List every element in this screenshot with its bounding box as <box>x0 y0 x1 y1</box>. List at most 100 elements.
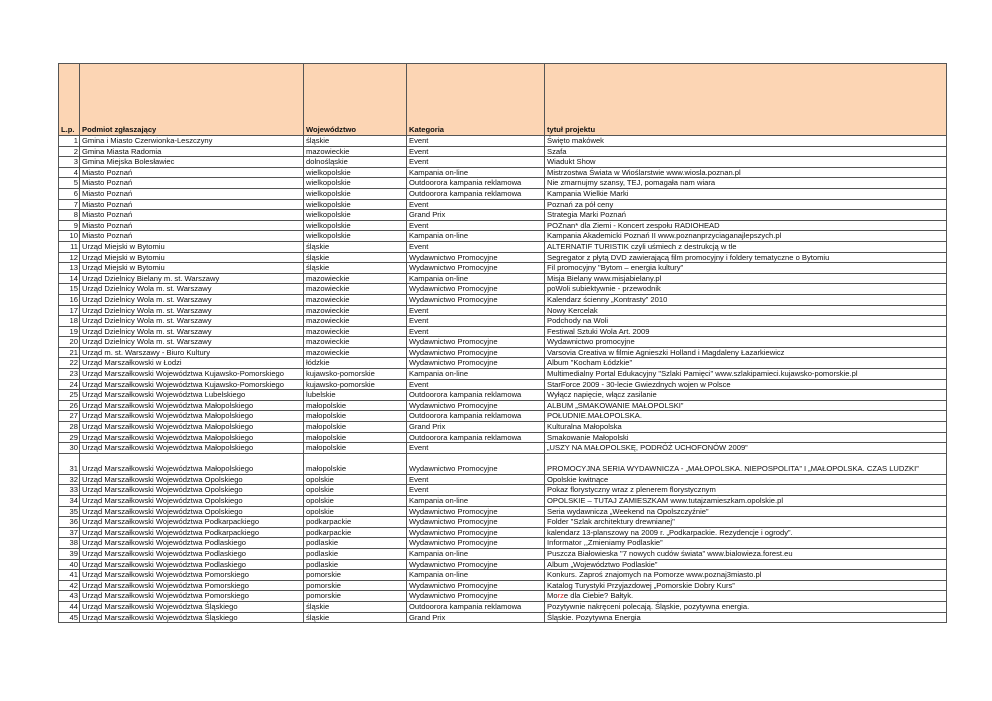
cell-tytul: Nie zmarnujmy szansy, TEJ, pomagała nam … <box>544 177 947 189</box>
table-row: 8 Miasto Poznań wielkopolskie Grand Prix Str… <box>58 209 947 221</box>
cell-lp: 10 <box>58 230 80 242</box>
cell-wojewodztwo: opolskie <box>303 484 407 496</box>
cell-tytul: Nowy Kercelak <box>544 304 947 317</box>
cell-lp: 45 <box>58 611 80 624</box>
cell-kategoria: Event <box>406 325 545 338</box>
table-row: 19 Urząd Dzielnicy Wola m. st. Warszawy ma… <box>58 325 947 338</box>
table-row: 27 Urząd Marszałkowski Województwa Małopo… <box>58 410 947 423</box>
cell-kategoria: Event <box>406 219 545 232</box>
cell-wojewodztwo: opolskie <box>303 473 407 486</box>
cell-wojewodztwo: małopolskie <box>303 431 407 444</box>
cell-podmiot: Urząd Marszałkowski Województwa Opolskie… <box>79 484 304 496</box>
cell-lp: 42 <box>58 579 80 592</box>
cell-podmiot: Urząd Dzielnicy Wola m. st. Warszawy <box>79 293 304 306</box>
cell-lp: 39 <box>58 547 80 560</box>
table-row: 44 Urząd Marszałkowski Województwa Śląski… <box>58 600 947 613</box>
cell-lp: 30 <box>58 442 80 454</box>
cell-kategoria: Wydawnictwo Promocyjne <box>406 251 545 264</box>
cell-wojewodztwo: śląskie <box>303 600 407 613</box>
table-row: 17 Urząd Dzielnicy Wola m. st. Warszawy ma… <box>58 304 947 317</box>
cell-wojewodztwo: pomorskie <box>303 569 407 581</box>
table-row: 41 Urząd Marszałkowski Województwa Pomors… <box>58 569 947 581</box>
cell-tytul: Kampania Wielkie Marki <box>544 187 947 200</box>
cell-podmiot: Urząd Marszałkowski w Łodzi <box>79 357 304 370</box>
cell-wojewodztwo: podlaskie <box>303 537 407 549</box>
cell-podmiot: Urząd Marszałkowski Województwa Małopols… <box>79 452 304 475</box>
cell-wojewodztwo: małopolskie <box>303 410 407 423</box>
header-lp: L.p. <box>58 63 80 136</box>
cell-kategoria: Wydawnictwo Promocyjne <box>406 346 545 359</box>
cell-wojewodztwo: wielkopolskie <box>303 230 407 242</box>
table-row: 7 Miasto Poznań wielkopolskie Event Poznań z… <box>58 198 947 211</box>
cell-tytul: Wydawnictwo promocyjne <box>544 336 947 348</box>
cell-wojewodztwo: małopolskie <box>303 452 407 475</box>
cell-kategoria: Event <box>406 315 545 327</box>
cell-wojewodztwo: małopolskie <box>303 442 407 454</box>
cell-wojewodztwo: mazowieckie <box>303 145 407 158</box>
cell-tytul: Poznań za pół ceny <box>544 198 947 211</box>
table-row: 33 Urząd Marszałkowski Województwa Opolsk… <box>58 484 947 496</box>
cell-podmiot: Miasto Poznań <box>79 219 304 232</box>
table-row: 34 Urząd Marszałkowski Województwa Opolsk… <box>58 495 947 507</box>
table-row: 20 Urząd Dzielnicy Wola m. st. Warszawy ma… <box>58 336 947 348</box>
cell-tytul: Festiwal Sztuki Wola Art. 2009 <box>544 325 947 338</box>
cell-podmiot: Miasto Poznań <box>79 198 304 211</box>
cell-lp: 36 <box>58 516 80 528</box>
cell-podmiot: Urząd Miejski w Bytomiu <box>79 240 304 253</box>
cell-lp: 16 <box>58 293 80 306</box>
cell-lp: 32 <box>58 473 80 486</box>
cell-wojewodztwo: mazowieckie <box>303 304 407 317</box>
cell-lp: 9 <box>58 219 80 232</box>
cell-tytul: Kampania Akademicki Poznań II www.poznan… <box>544 230 947 242</box>
cell-podmiot: Urząd Dzielnicy Wola m. st. Warszawy <box>79 325 304 338</box>
cell-wojewodztwo: wielkopolskie <box>303 166 407 179</box>
cell-lp: 22 <box>58 357 80 370</box>
table-row: 35 Urząd Marszałkowski Województwa Opolsk… <box>58 505 947 518</box>
cell-wojewodztwo: małopolskie <box>303 399 407 412</box>
cell-podmiot: Urząd Marszałkowski Województwa Małopols… <box>79 399 304 412</box>
cell-podmiot: Urząd Marszałkowski Województwa Kujawsko… <box>79 368 304 380</box>
cell-kategoria: Wydawnictwo Promocyjne <box>406 579 545 592</box>
cell-podmiot: Urząd Miejski w Bytomiu <box>79 262 304 274</box>
cell-lp: 8 <box>58 209 80 221</box>
cell-kategoria: Kampania on-line <box>406 166 545 179</box>
cell-podmiot: Urząd Marszałkowski Województwa Podlaski… <box>79 537 304 549</box>
cell-kategoria: Wydawnictwo Promocyjne <box>406 452 545 475</box>
cell-wojewodztwo: śląskie <box>303 251 407 264</box>
cell-kategoria: Wydawnictwo Promocyjne <box>406 262 545 274</box>
header-podmiot: Podmiot zgłaszający <box>79 63 304 136</box>
cell-lp: 3 <box>58 156 80 168</box>
cell-lp: 25 <box>58 389 80 401</box>
cell-kategoria: Event <box>406 135 545 147</box>
cell-wojewodztwo: mazowieckie <box>303 325 407 338</box>
cell-wojewodztwo: wielkopolskie <box>303 219 407 232</box>
cell-tytul: Kalendarz ścienny „Kontrasty” 2010 <box>544 293 947 306</box>
cell-podmiot: Urząd Marszałkowski Województwa Podlaski… <box>79 558 304 571</box>
highlighted-text: rz <box>557 591 564 601</box>
cell-lp: 28 <box>58 421 80 433</box>
table-row: 3 Gmina Miejska Bolesławiec dolnośląskie Ev… <box>58 156 947 168</box>
cell-wojewodztwo: małopolskie <box>303 421 407 433</box>
cell-kategoria: Wydawnictwo Promocyjne <box>406 516 545 528</box>
cell-podmiot: Urząd Dzielnicy Bielany m. st. Warszawy <box>79 272 304 285</box>
cell-kategoria: Event <box>406 145 545 158</box>
cell-wojewodztwo: mazowieckie <box>303 283 407 295</box>
cell-podmiot: Urząd Marszałkowski Województwa Małopols… <box>79 431 304 444</box>
cell-tytul: „USZY NA MAŁOPOLSKĘ, PODRÓŻ UCHOFONÓW 20… <box>544 442 947 454</box>
cell-podmiot: Urząd Marszałkowski Województwa Kujawsko… <box>79 378 304 391</box>
table-row: 32 Urząd Marszałkowski Województwa Opolsk… <box>58 473 947 486</box>
cell-wojewodztwo: kujawsko-pomorskie <box>303 378 407 391</box>
header-kategoria: Kategoria <box>406 63 545 136</box>
table-row: 29 Urząd Marszałkowski Województwa Małopo… <box>58 431 947 444</box>
cell-wojewodztwo: śląskie <box>303 262 407 274</box>
cell-lp: 5 <box>58 177 80 189</box>
table-row: 31 Urząd Marszałkowski Województwa Małopo… <box>58 452 947 475</box>
cell-tytul: Pokaz florystyczny wraz z plenerem flory… <box>544 484 947 496</box>
table-row: 10 Miasto Poznań wielkopolskie Kampania on-… <box>58 230 947 242</box>
cell-kategoria: Event <box>406 484 545 496</box>
cell-podmiot: Urząd Marszałkowski Województwa Śląskieg… <box>79 611 304 624</box>
cell-kategoria: Kampania on-line <box>406 495 545 507</box>
table-row: 13 Urząd Miejski w Bytomiu śląskie Wydawnic… <box>58 262 947 274</box>
cell-kategoria: Outdoorora kampania reklamowa <box>406 177 545 189</box>
cell-lp: 44 <box>58 600 80 613</box>
